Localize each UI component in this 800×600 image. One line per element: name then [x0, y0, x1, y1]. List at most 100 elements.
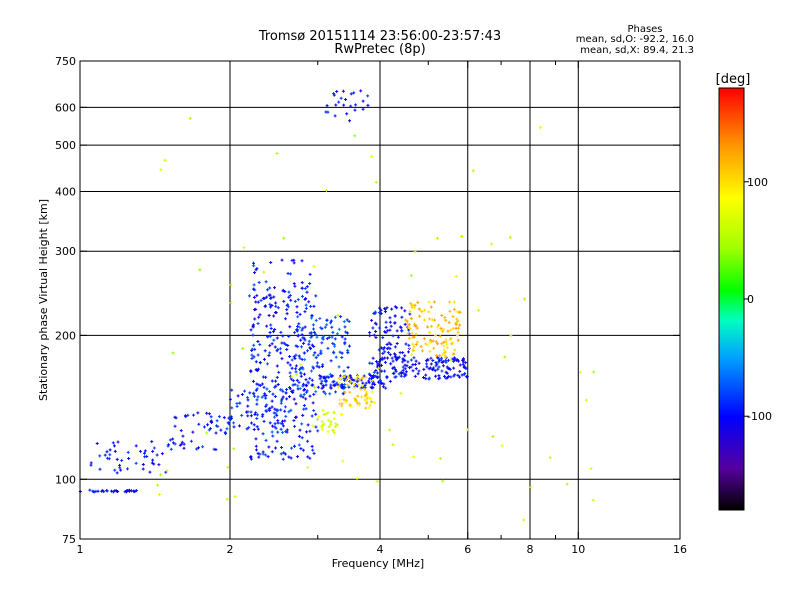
data-point: [434, 364, 438, 368]
data-point: [354, 103, 358, 107]
data-point: [500, 444, 504, 448]
data-point: [393, 345, 397, 349]
data-point: [237, 424, 241, 428]
data-point: [370, 318, 374, 322]
data-point: [377, 380, 381, 384]
data-point: [186, 413, 190, 417]
data-point: [309, 304, 313, 308]
x-tick-label: 2: [227, 543, 234, 556]
data-point: [449, 358, 453, 362]
data-point: [311, 365, 315, 369]
data-point: [359, 388, 363, 392]
data-point: [303, 338, 307, 342]
data-point: [271, 392, 275, 396]
data-point: [397, 372, 401, 376]
data-point: [201, 445, 205, 449]
data-point: [404, 370, 408, 374]
data-point: [449, 375, 453, 379]
data-point: [189, 439, 193, 443]
data-point: [278, 347, 282, 351]
data-point: [271, 434, 275, 438]
data-point: [490, 242, 494, 246]
data-point: [283, 317, 287, 321]
data-point: [294, 364, 298, 368]
data-point: [288, 293, 292, 297]
data-point: [335, 423, 339, 427]
data-point: [448, 300, 452, 304]
data-point: [292, 258, 296, 262]
data-point: [407, 336, 411, 340]
data-point: [119, 468, 123, 472]
data-point: [293, 284, 297, 288]
data-point: [339, 412, 343, 416]
data-point: [329, 386, 333, 390]
data-point: [280, 446, 284, 450]
data-point: [152, 446, 156, 450]
data-point: [252, 423, 256, 427]
data-point: [235, 401, 239, 405]
data-point: [319, 375, 323, 379]
data-point: [286, 343, 290, 347]
colorbar-ticks: 100 0 -100: [744, 176, 772, 423]
data-point: [432, 300, 436, 304]
data-point: [246, 404, 250, 408]
data-point: [376, 371, 380, 375]
data-point: [235, 404, 239, 408]
data-point: [293, 357, 297, 361]
data-point: [395, 341, 399, 345]
data-point: [447, 367, 451, 371]
data-point: [256, 340, 260, 344]
data-point: [353, 134, 357, 138]
x-tick-label: 6: [464, 543, 471, 556]
data-point: [196, 411, 200, 415]
data-point: [303, 310, 307, 314]
data-point: [370, 155, 374, 159]
data-point: [340, 351, 344, 355]
data-point: [324, 378, 328, 382]
data-point: [318, 377, 322, 381]
data-point: [453, 373, 457, 377]
data-point: [252, 391, 256, 395]
data-point: [388, 353, 392, 357]
data-point: [252, 261, 256, 265]
data-point: [276, 383, 280, 387]
data-point: [331, 380, 335, 384]
data-point: [449, 328, 453, 332]
data-point: [381, 347, 385, 351]
data-point: [109, 489, 113, 493]
data-point: [197, 446, 201, 450]
data-point: [275, 439, 279, 443]
colorbar-label: [deg]: [716, 72, 751, 87]
data-point: [433, 333, 437, 337]
data-point: [107, 457, 111, 461]
data-point: [455, 317, 459, 321]
data-point: [95, 442, 99, 446]
data-point: [438, 334, 442, 338]
data-point: [457, 326, 461, 330]
data-point: [333, 337, 337, 341]
data-point: [548, 456, 552, 460]
data-point: [275, 151, 279, 155]
data-point: [393, 314, 397, 318]
data-point: [246, 398, 250, 402]
data-point: [444, 340, 448, 344]
data-point: [266, 362, 270, 366]
data-point: [254, 360, 258, 364]
data-point: [416, 372, 420, 376]
data-point: [252, 283, 256, 287]
data-point: [267, 293, 271, 297]
data-point: [403, 309, 407, 313]
data-point: [276, 348, 280, 352]
data-point: [300, 286, 304, 290]
data-point: [427, 300, 431, 304]
data-point: [292, 444, 296, 448]
data-point: [441, 479, 445, 483]
data-point: [255, 413, 259, 417]
data-point: [300, 328, 304, 332]
data-point: [270, 450, 274, 454]
data-point: [263, 392, 267, 396]
colorbar: [718, 87, 745, 511]
stats-x-mode: mean, sd,X: 89.4, 21.3: [580, 45, 694, 56]
data-point: [223, 430, 227, 434]
data-point: [442, 327, 446, 331]
